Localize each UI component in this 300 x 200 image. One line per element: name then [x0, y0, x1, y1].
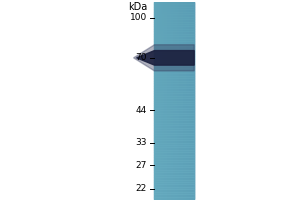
Text: 27: 27 [136, 161, 147, 170]
Text: 33: 33 [136, 138, 147, 147]
Polygon shape [134, 45, 194, 71]
Text: 100: 100 [130, 13, 147, 22]
Text: 70: 70 [136, 53, 147, 62]
Text: 22: 22 [136, 184, 147, 193]
Text: 44: 44 [136, 106, 147, 115]
Polygon shape [136, 51, 194, 65]
Text: kDa: kDa [128, 2, 147, 12]
